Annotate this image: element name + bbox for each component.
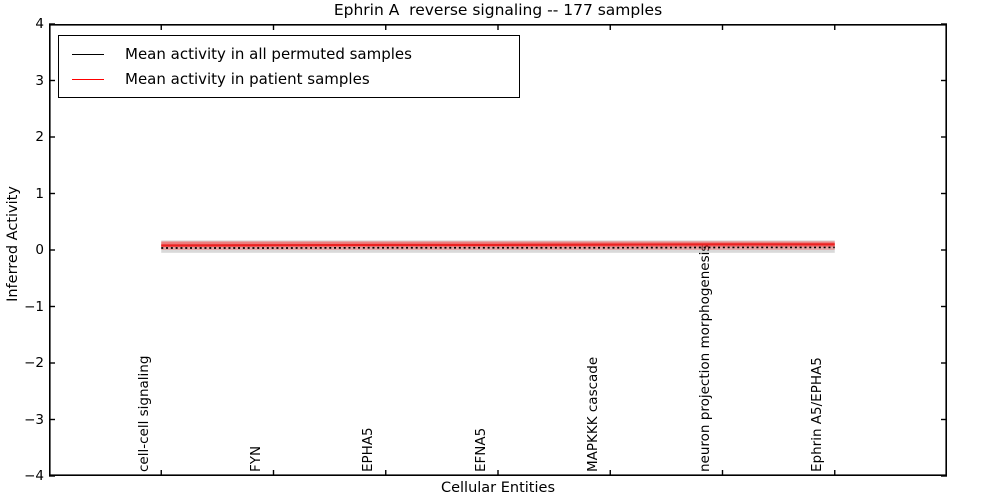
y-axis-label: Inferred Activity bbox=[5, 186, 21, 302]
chart-title: Ephrin A reverse signaling -- 177 sample… bbox=[333, 1, 663, 19]
x-axis-label: Cellular Entities bbox=[440, 480, 556, 496]
y-tick-label: −3 bbox=[24, 411, 44, 428]
legend: Mean activity in all permuted samples Mea… bbox=[58, 35, 520, 98]
series-line bbox=[161, 243, 835, 247]
y-tick-label: −4 bbox=[24, 468, 44, 484]
y-tick-label: 1 bbox=[35, 185, 44, 202]
y-tick-label: 2 bbox=[35, 129, 44, 145]
legend-item: Mean activity in all permuted samples bbox=[72, 45, 519, 63]
y-tick-label: 3 bbox=[35, 72, 44, 89]
plot-frame bbox=[48, 23, 948, 476]
series-line bbox=[161, 246, 835, 249]
legend-line-sample bbox=[72, 78, 104, 80]
legend-label: Mean activity in all permuted samples bbox=[125, 45, 412, 63]
y-tick-label: −1 bbox=[24, 298, 44, 315]
y-tick-label: 0 bbox=[35, 242, 44, 258]
series-lines bbox=[161, 243, 835, 249]
legend-line-sample bbox=[72, 53, 104, 55]
y-tick-label: −2 bbox=[24, 355, 44, 371]
legend-label: Mean activity in patient samples bbox=[125, 70, 370, 88]
legend-item: Mean activity in patient samples bbox=[72, 70, 519, 88]
y-tick-label: 4 bbox=[35, 16, 44, 32]
